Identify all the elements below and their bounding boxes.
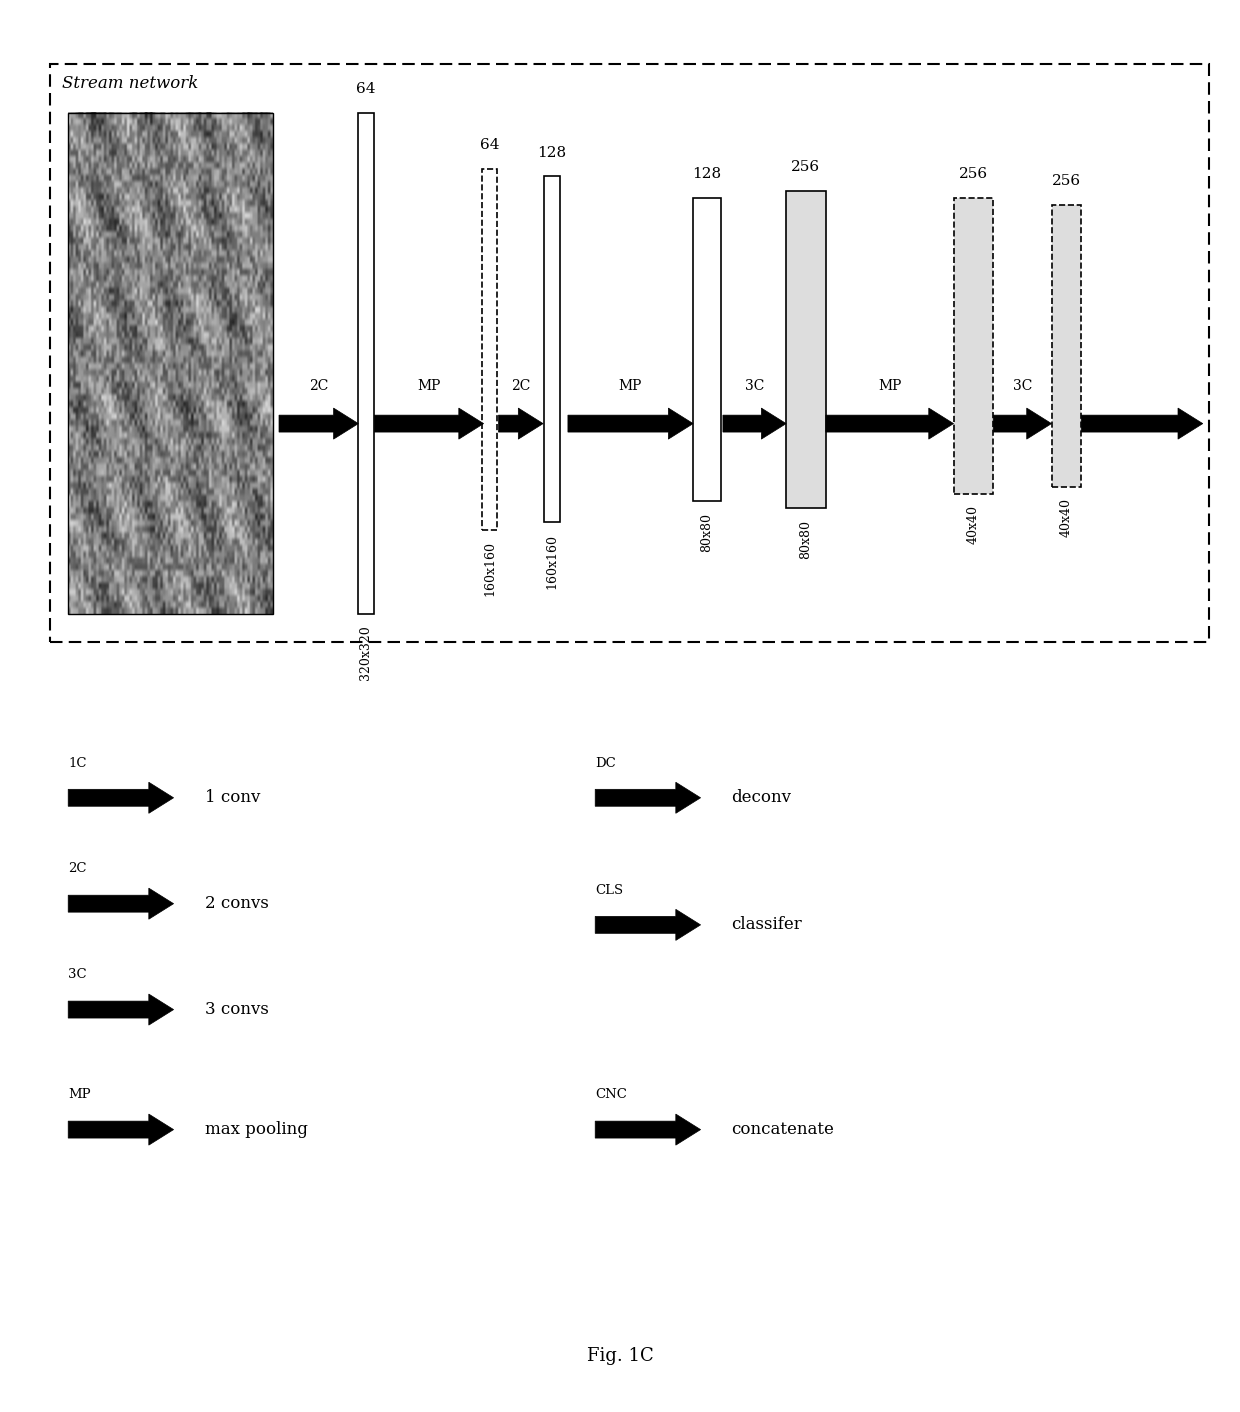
Bar <box>1052 205 1081 487</box>
Polygon shape <box>595 1114 701 1145</box>
Text: Fig. 1C: Fig. 1C <box>587 1347 653 1364</box>
Text: MP: MP <box>878 378 901 393</box>
Polygon shape <box>993 408 1052 439</box>
Text: 3 convs: 3 convs <box>205 1001 269 1018</box>
Text: CLS: CLS <box>595 884 624 897</box>
Bar <box>954 198 993 494</box>
Text: 2C: 2C <box>309 378 329 393</box>
Text: 320x320: 320x320 <box>360 626 372 681</box>
Text: 40x40: 40x40 <box>967 505 980 545</box>
Text: DC: DC <box>595 757 616 770</box>
Text: 80x80: 80x80 <box>701 513 713 552</box>
Bar <box>357 113 374 614</box>
Text: 128: 128 <box>537 145 567 160</box>
Polygon shape <box>279 408 358 439</box>
Text: 3C: 3C <box>745 378 764 393</box>
Polygon shape <box>595 909 701 940</box>
Text: 128: 128 <box>692 167 722 181</box>
Bar <box>786 191 826 508</box>
Bar <box>68 113 273 614</box>
Text: 256: 256 <box>791 160 821 174</box>
Text: concatenate: concatenate <box>732 1121 835 1138</box>
Text: 1C: 1C <box>68 757 87 770</box>
Text: 2C: 2C <box>511 378 531 393</box>
Polygon shape <box>374 408 484 439</box>
Text: 256: 256 <box>959 167 988 181</box>
Text: 2 convs: 2 convs <box>205 895 269 912</box>
Text: max pooling: max pooling <box>205 1121 308 1138</box>
Bar <box>692 198 720 501</box>
Polygon shape <box>68 888 174 919</box>
Text: 256: 256 <box>1052 174 1081 188</box>
Bar <box>50 64 1209 642</box>
Polygon shape <box>498 408 543 439</box>
Text: MP: MP <box>418 378 440 393</box>
Text: CNC: CNC <box>595 1089 627 1101</box>
Polygon shape <box>68 994 174 1025</box>
Text: 40x40: 40x40 <box>1060 498 1073 538</box>
Text: 64: 64 <box>356 82 376 96</box>
Text: 160x160: 160x160 <box>546 534 558 589</box>
Text: 3C: 3C <box>68 969 87 981</box>
Text: 160x160: 160x160 <box>484 541 496 596</box>
Text: deconv: deconv <box>732 789 791 806</box>
Polygon shape <box>68 1114 174 1145</box>
Polygon shape <box>826 408 954 439</box>
Text: classifer: classifer <box>732 916 802 933</box>
Polygon shape <box>723 408 786 439</box>
Bar <box>482 169 497 530</box>
Text: MP: MP <box>68 1089 91 1101</box>
Text: 3C: 3C <box>1013 378 1032 393</box>
Polygon shape <box>1081 408 1203 439</box>
Text: MP: MP <box>619 378 642 393</box>
Polygon shape <box>595 782 701 813</box>
Text: 1 conv: 1 conv <box>205 789 260 806</box>
Text: 80x80: 80x80 <box>800 520 812 559</box>
Polygon shape <box>68 782 174 813</box>
Text: 2C: 2C <box>68 863 87 875</box>
Text: 64: 64 <box>480 138 500 152</box>
Bar <box>543 176 560 522</box>
Text: Stream network: Stream network <box>62 75 198 92</box>
Polygon shape <box>568 408 693 439</box>
